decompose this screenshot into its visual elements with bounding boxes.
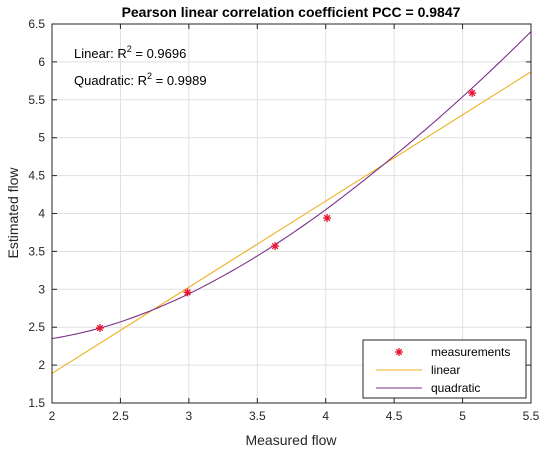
x-tick-label: 3.5 bbox=[249, 409, 266, 423]
legend-marker-measurements bbox=[395, 348, 403, 356]
annotation-quadratic-r2: Quadratic: R2 = 0.9989 bbox=[74, 71, 207, 88]
y-tick-label: 2 bbox=[38, 358, 45, 372]
x-tick-label: 4 bbox=[322, 409, 329, 423]
x-tick-label: 3 bbox=[186, 409, 193, 423]
asterisk-stroke bbox=[184, 289, 191, 296]
y-tick-label: 3.5 bbox=[28, 244, 45, 258]
y-tick-label: 5.5 bbox=[28, 93, 45, 107]
series-quadratic-curve bbox=[51, 31, 532, 340]
asterisk-stroke bbox=[323, 214, 331, 222]
legend: measurements linear quadratic bbox=[362, 339, 527, 399]
asterisk-stroke bbox=[96, 324, 104, 332]
asterisk-stroke bbox=[468, 89, 476, 97]
ticks: 2 2.5 3 3.5 4 4.5 5 5.5 1.5 2 2.5 3 3.5 4 4.5 5 5.5 6 6.5 bbox=[28, 17, 539, 423]
y-tick-label: 6.5 bbox=[28, 17, 45, 31]
annotation-linear-r2: Linear: R2 = 0.9696 bbox=[74, 44, 186, 61]
measurement-point bbox=[95, 323, 104, 332]
x-axis-label: Measured flow bbox=[245, 432, 337, 448]
y-tick-label: 1.5 bbox=[28, 396, 45, 410]
asterisk-stroke bbox=[271, 242, 279, 250]
x-tick-label: 5 bbox=[459, 409, 466, 423]
y-tick-label: 2.5 bbox=[28, 320, 45, 334]
legend-entries: measurements linear quadratic bbox=[376, 345, 510, 395]
y-tick-label: 4.5 bbox=[28, 169, 45, 183]
measurement-point bbox=[271, 242, 280, 251]
y-tick-label: 4 bbox=[38, 207, 45, 221]
measurement-point bbox=[183, 288, 192, 297]
legend-label-linear: linear bbox=[431, 363, 460, 377]
x-tick-label: 2.5 bbox=[112, 409, 129, 423]
x-tick-label: 2 bbox=[49, 409, 56, 423]
chart-title: Pearson linear correlation coefficient P… bbox=[122, 4, 461, 20]
x-tick-label: 4.5 bbox=[386, 409, 403, 423]
legend-label-quadratic: quadratic bbox=[431, 381, 480, 395]
asterisk-stroke bbox=[395, 348, 403, 356]
y-tick-label: 6 bbox=[38, 55, 45, 69]
series-layer bbox=[51, 31, 532, 374]
y-axis-label: Estimated flow bbox=[5, 167, 21, 259]
y-tick-label: 5 bbox=[38, 131, 45, 145]
measurement-point bbox=[468, 88, 477, 97]
y-tick-label: 3 bbox=[38, 282, 45, 296]
x-tick-label: 5.5 bbox=[523, 409, 540, 423]
measurement-point bbox=[323, 214, 332, 223]
legend-label-measurements: measurements bbox=[431, 345, 510, 359]
series-linear-line bbox=[51, 71, 532, 374]
